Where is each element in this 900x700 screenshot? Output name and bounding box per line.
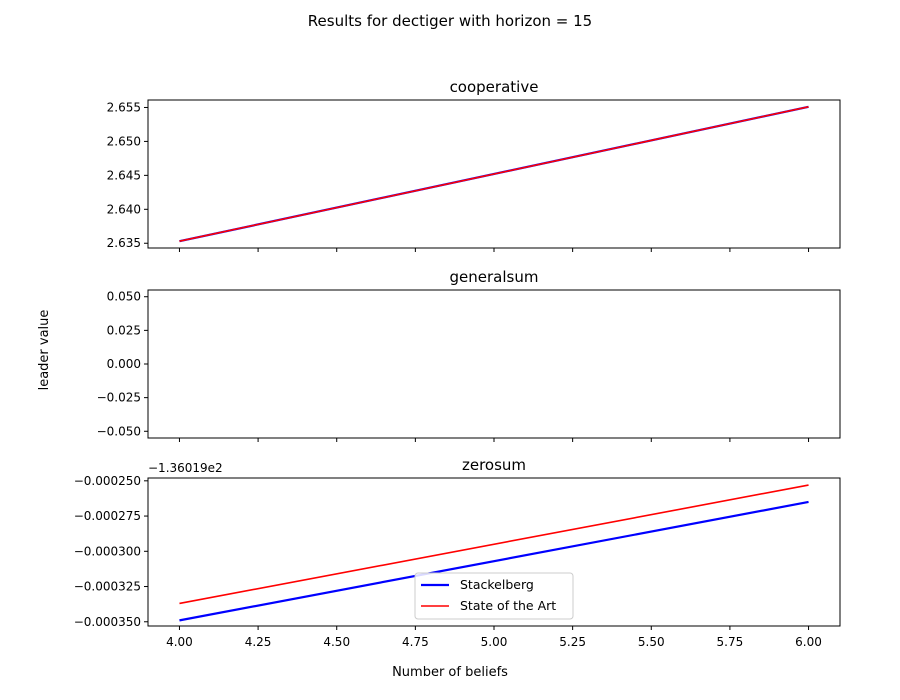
y-axis-label: leader value bbox=[37, 310, 52, 391]
subplots: cooperative 2.635 2.640 2.645 2.650 2.655 gene… bbox=[74, 78, 841, 649]
x-tick-label: 4.75 bbox=[402, 635, 429, 649]
subplot-generalsum: generalsum −0.050 −0.025 0.000 0.025 0.050 bbox=[97, 268, 841, 442]
series-line-state-of-the-art bbox=[179, 484, 809, 605]
subplot-title: generalsum bbox=[450, 268, 539, 286]
x-tick-label: 6.00 bbox=[795, 635, 822, 649]
y-tick-label: 2.655 bbox=[107, 100, 141, 114]
y-tick-label: 2.635 bbox=[107, 236, 141, 250]
subplot-title: zerosum bbox=[462, 456, 526, 474]
y-tick-label: −0.000300 bbox=[74, 544, 141, 558]
plot-frame bbox=[147, 99, 841, 249]
subplot-zerosum: zerosum −0.000350 −0.000325 −0.000300 −0.000… bbox=[74, 456, 841, 649]
x-tick-label: 4.50 bbox=[323, 635, 350, 649]
x-tick-label: 4.00 bbox=[166, 635, 193, 649]
x-tick-label: 5.00 bbox=[481, 635, 508, 649]
series-line-stackelberg bbox=[179, 500, 809, 622]
subplot-cooperative: cooperative 2.635 2.640 2.645 2.650 2.655 bbox=[107, 78, 841, 252]
y-tick-label: 0.025 bbox=[107, 323, 141, 337]
x-tick-label: 4.25 bbox=[245, 635, 272, 649]
y-tick-label: −0.000250 bbox=[74, 474, 141, 488]
subplot-title: cooperative bbox=[450, 78, 539, 96]
x-tick-label: 5.50 bbox=[638, 635, 665, 649]
y-tick-label: 0.000 bbox=[107, 357, 141, 371]
legend-box bbox=[414, 572, 574, 620]
legend-label: State of the Art bbox=[460, 598, 556, 613]
y-tick-label: 2.650 bbox=[107, 134, 141, 148]
plot-frame bbox=[147, 289, 841, 439]
y-tick-label: −0.000325 bbox=[74, 580, 141, 594]
figure-title: Results for dectiger with horizon = 15 bbox=[308, 12, 592, 30]
y-tick-label: 0.050 bbox=[107, 290, 141, 304]
y-tick-label: −0.025 bbox=[97, 391, 141, 405]
y-tick-label: −0.050 bbox=[97, 424, 141, 438]
x-tick-label: 5.25 bbox=[559, 635, 586, 649]
x-tick-label: 5.75 bbox=[717, 635, 744, 649]
y-offset-label: −1.36019e2 bbox=[148, 461, 223, 475]
y-tick-label: 2.640 bbox=[107, 202, 141, 216]
legend: Stackelberg State of the Art bbox=[414, 572, 574, 620]
y-tick-label: −0.000275 bbox=[74, 509, 141, 523]
plot-frame bbox=[147, 477, 841, 627]
y-tick-label: 2.645 bbox=[107, 168, 141, 182]
y-tick-label: −0.000350 bbox=[74, 615, 141, 629]
x-axis-label: Number of beliefs bbox=[392, 665, 508, 680]
legend-label: Stackelberg bbox=[460, 577, 534, 592]
series-line-state-of-the-art bbox=[179, 106, 809, 242]
